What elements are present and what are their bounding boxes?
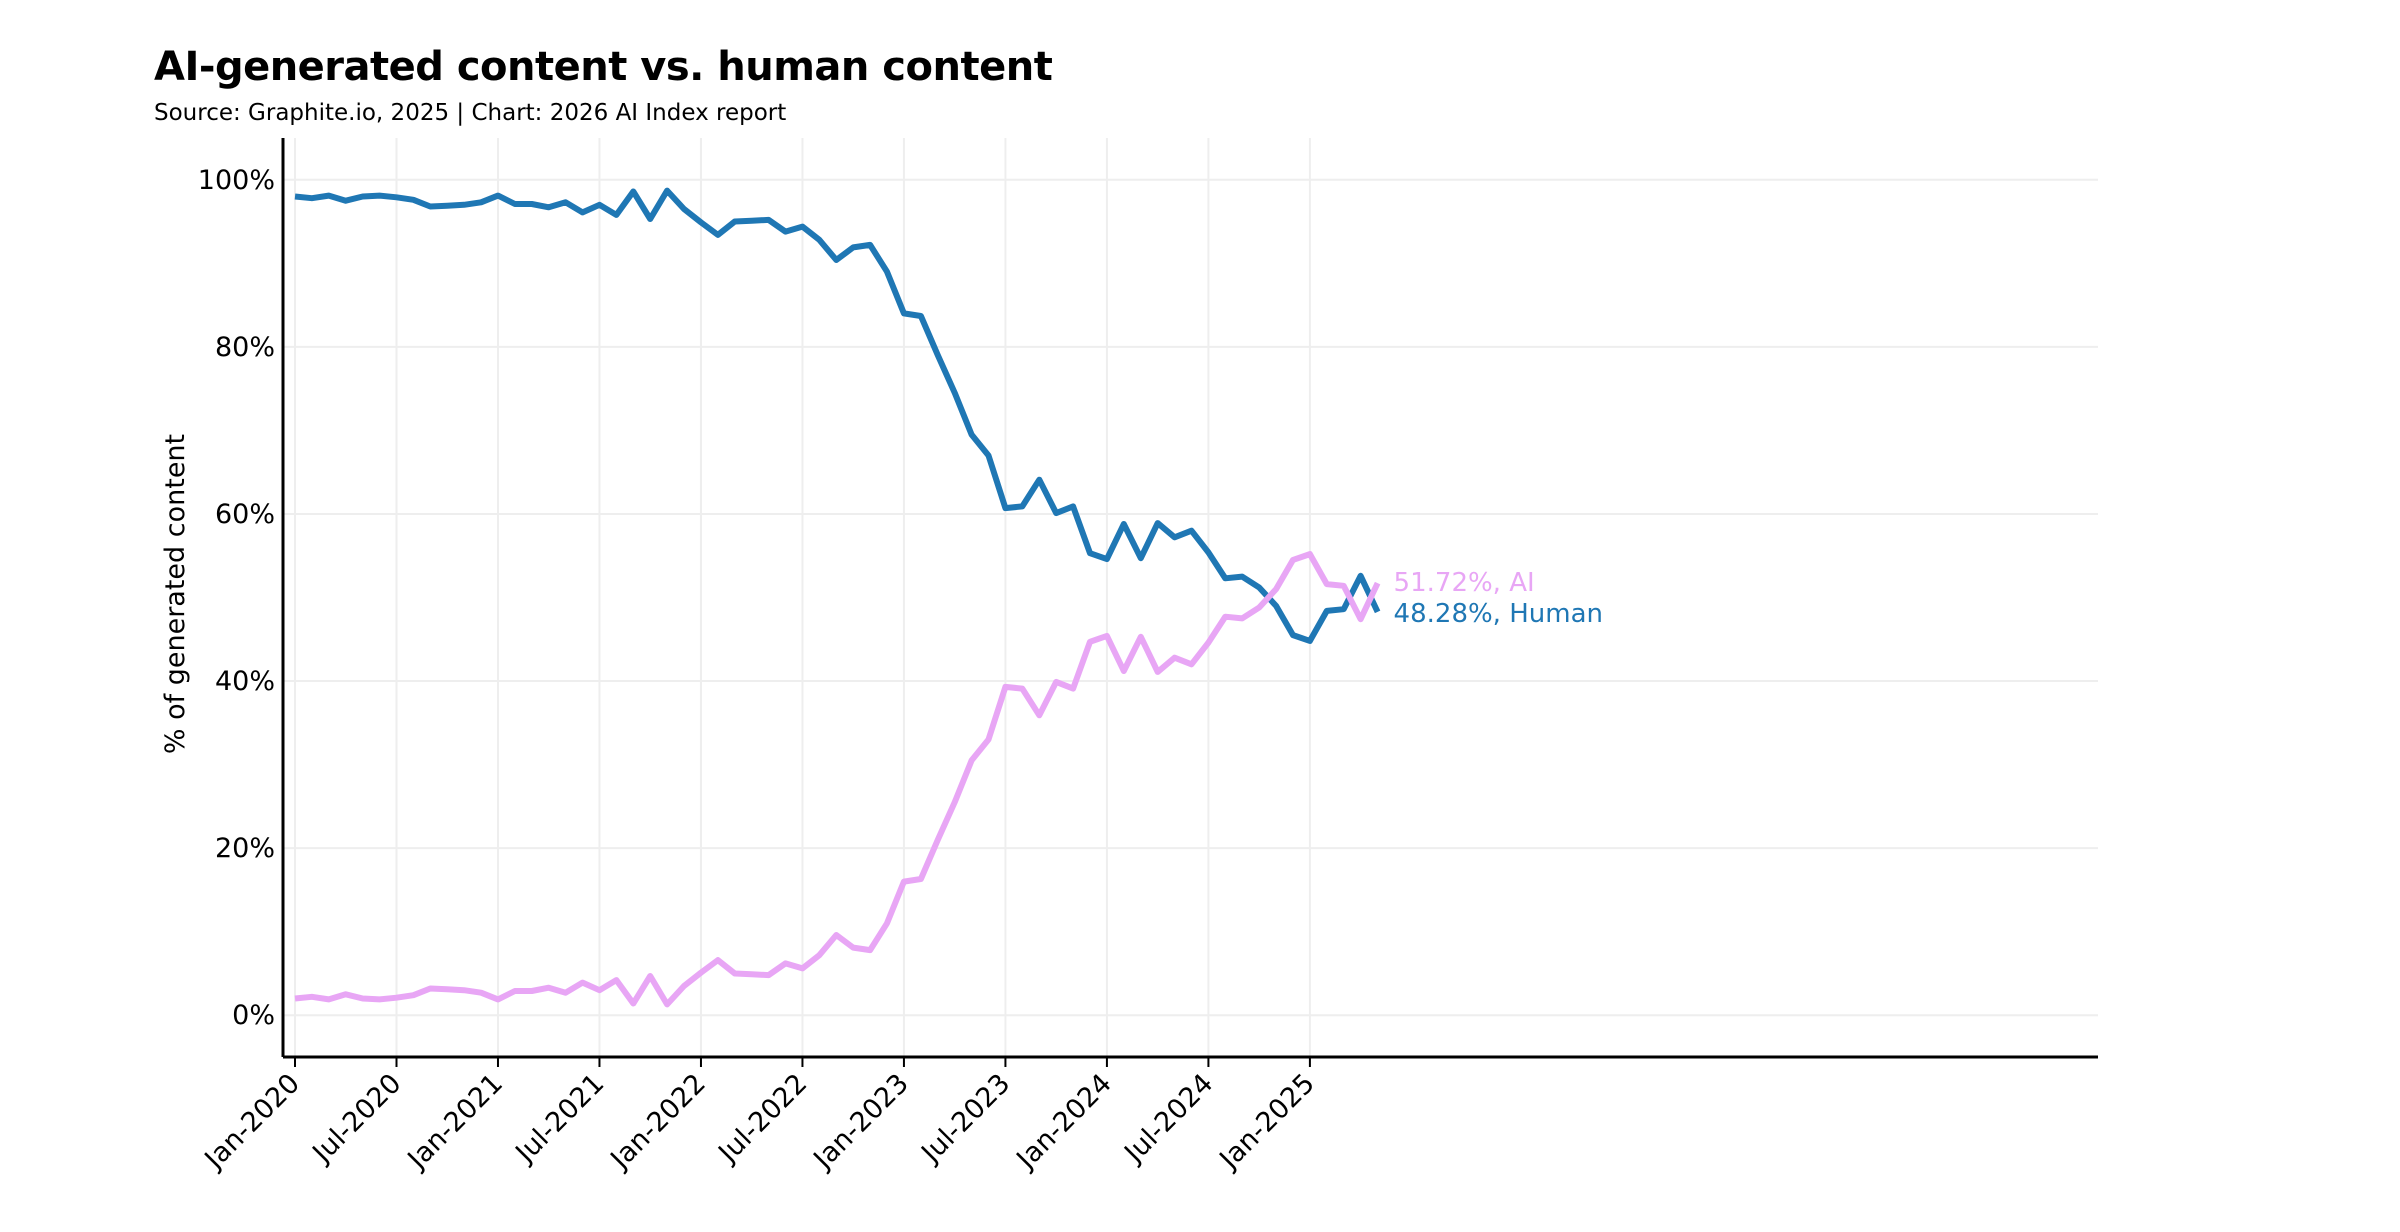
y-axis-label: % of generated content [160,434,191,754]
x-tick-label: Jul-2020 [306,1068,408,1170]
series-lines [294,187,1381,1008]
y-tick-label: 20% [215,833,275,864]
x-tick-label: Jul-2024 [1118,1068,1220,1170]
chart-subtitle: Source: Graphite.io, 2025 | Chart: 2026 … [154,100,787,126]
y-tick-label: 100% [198,165,275,196]
chart-title: AI-generated content vs. human content [154,44,1053,90]
y-tick-label: 60% [215,499,275,530]
series-line-human [294,187,1381,644]
x-tick-label: Jan-2021 [401,1068,509,1176]
x-tick-label: Jan-2024 [1010,1068,1118,1176]
x-tick-label: Jan-2020 [198,1068,306,1176]
grid-lines [283,138,2098,1057]
y-tick-label: 0% [232,1000,275,1031]
y-tick-label: 40% [215,666,275,697]
end-label-ai: 51.72%, AI [1394,568,1535,598]
x-tick-label: Jan-2022 [604,1068,712,1176]
tick-labels: 0%20%40%60%80%100%Jan-2020 Jul-2020Jan-20… [198,165,1603,1176]
x-tick-label: Jan-2025 [1213,1068,1321,1176]
x-tick-label: Jul-2023 [915,1068,1017,1170]
x-tick-label: Jan-2023 [807,1068,915,1176]
end-label-human: 48.28%, Human [1394,599,1603,629]
y-tick-label: 80% [215,332,275,363]
axes [281,138,2098,1067]
x-tick-label: Jul-2022 [712,1068,814,1170]
series-line-ai [294,551,1381,1008]
x-tick-label: Jul-2021 [509,1068,611,1170]
